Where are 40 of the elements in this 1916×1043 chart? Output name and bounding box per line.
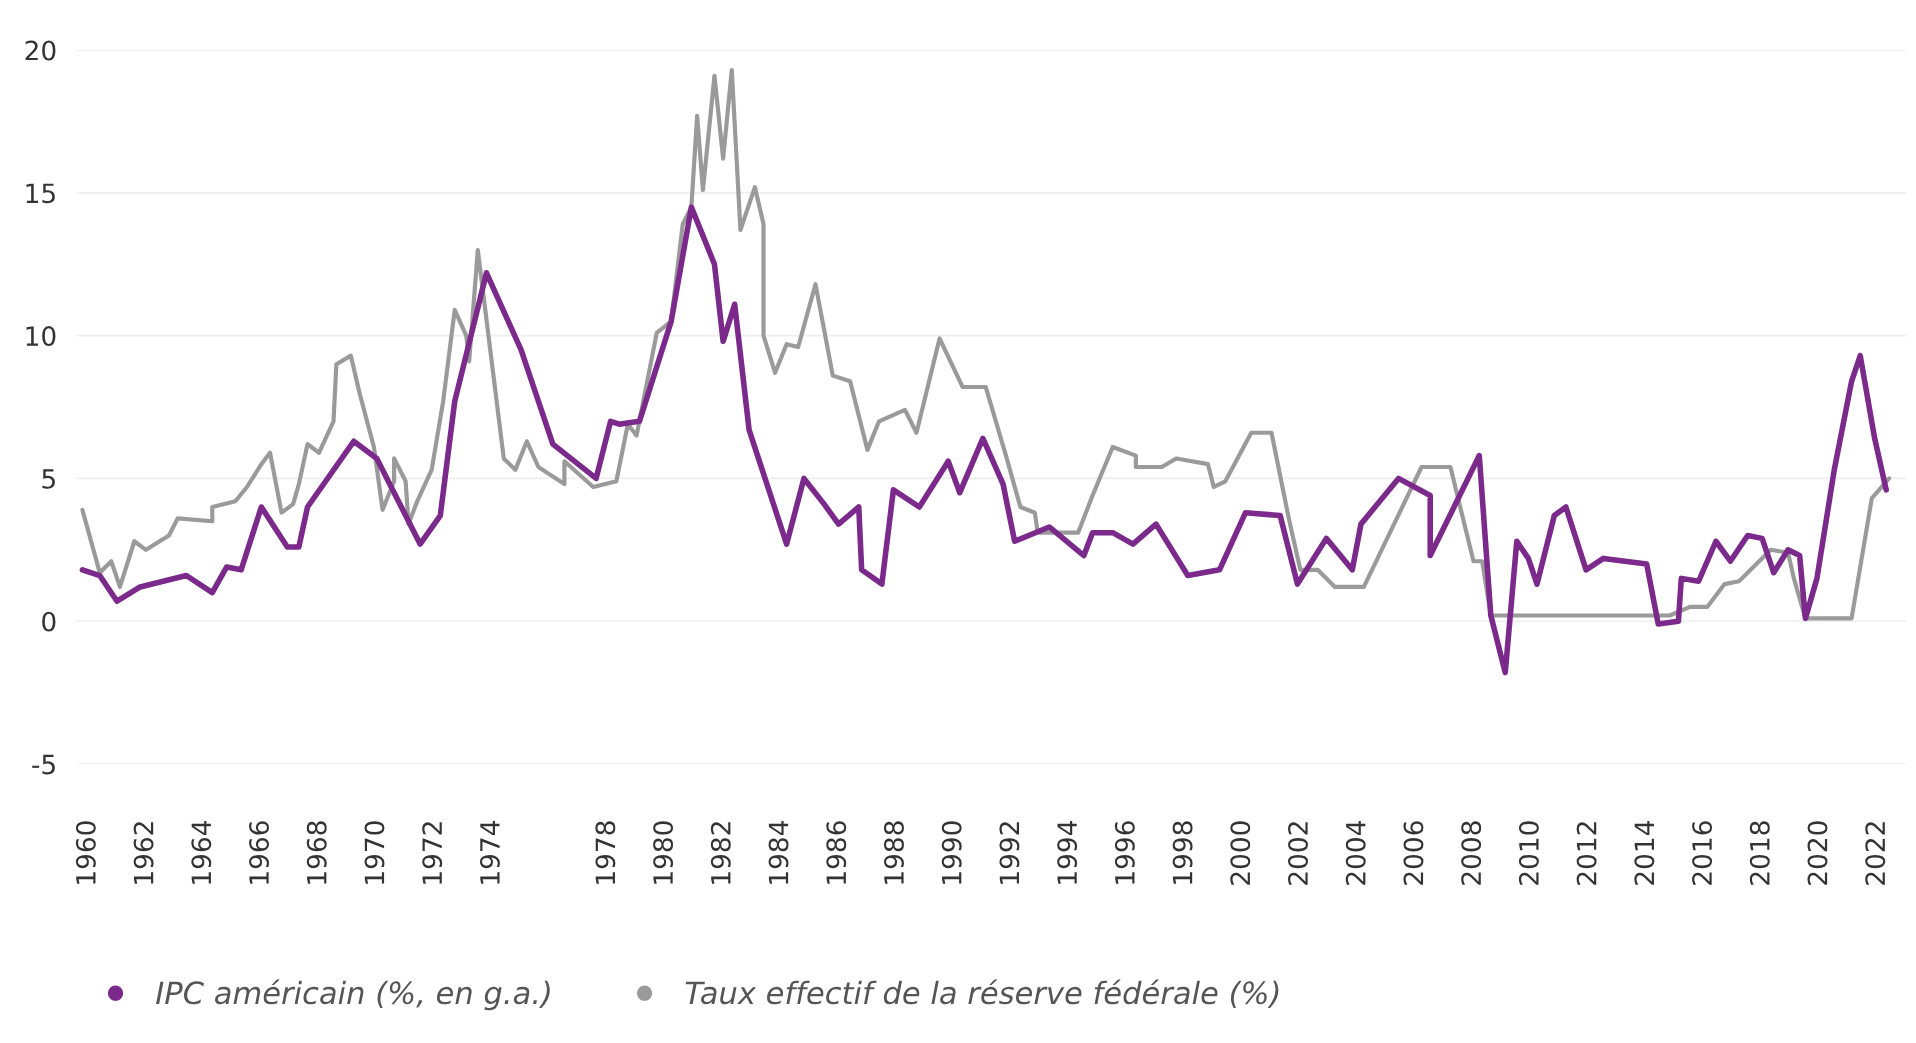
x-tick-label: 1986 (826, 821, 847, 884)
x-tick-label: 2006 (1403, 821, 1424, 885)
x-tick-label: 1998 (1172, 821, 1193, 884)
x-tick-label: 1966 (249, 821, 270, 884)
y-tick-label: 0 (42, 611, 56, 632)
x-tick-label: 1982 (710, 822, 731, 884)
x-tick-label: 1984 (768, 821, 789, 884)
y-tick-label: 10 (26, 326, 56, 347)
x-tick-label: 1990 (941, 821, 962, 884)
x-tick-label: 1988 (883, 821, 904, 884)
legend-label: IPC américain (%, en g.a.) (156, 979, 550, 1011)
x-tick-label: 2014 (1634, 821, 1655, 885)
y-tick-label: 15 (26, 183, 55, 204)
x-tick-label: 1960 (75, 821, 96, 884)
x-tick-label: 1972 (422, 822, 443, 884)
x-tick-label: 1978 (595, 821, 616, 884)
x-tick-label: 2022 (1865, 822, 1886, 885)
legend-label: Taux effectif de la réserve fédérale (%) (685, 979, 1279, 1008)
x-tick-label: 1996 (1114, 821, 1135, 884)
x-tick-label: 2010 (1518, 821, 1539, 885)
x-tick-label: 1964 (191, 821, 212, 884)
x-tick-label: 1970 (364, 821, 385, 884)
y-tick-label: -5 (32, 754, 55, 775)
y-tick-label: 5 (42, 469, 55, 489)
x-tick-label: 2002 (1288, 822, 1308, 885)
x-tick-label: 2016 (1692, 821, 1713, 885)
x-tick-label: 1962 (133, 822, 154, 884)
x-tick-label: 1980 (653, 821, 674, 884)
x-tick-label: 2012 (1576, 822, 1597, 885)
x-tick-label: 2008 (1461, 821, 1482, 885)
x-tick-label: 1974 (479, 821, 500, 884)
x-tick-label: 2018 (1749, 821, 1770, 885)
x-tick-label: 2004 (1345, 821, 1366, 885)
x-tick-label: 1968 (306, 821, 327, 884)
x-tick-label: 1994 (1057, 821, 1078, 884)
line-series (80, 67, 1892, 621)
x-tick-label: 2000 (1230, 821, 1251, 885)
x-tick-label: 2020 (1807, 821, 1828, 885)
y-tick-label: 20 (25, 40, 56, 61)
x-tick-label: 1992 (999, 822, 1020, 884)
